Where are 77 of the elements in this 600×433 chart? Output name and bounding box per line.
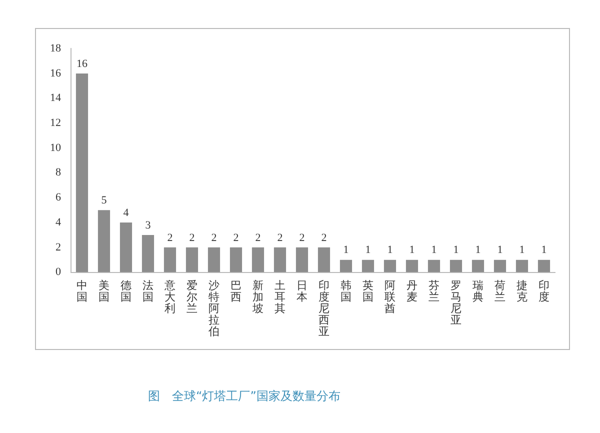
bar — [428, 260, 440, 272]
data-label: 1 — [541, 244, 547, 256]
x-tick-label: 巴西 — [230, 280, 242, 304]
x-tick-label: 德国 — [120, 280, 132, 304]
x-tick-label: 阿联酋 — [384, 280, 396, 316]
data-label: 1 — [365, 244, 371, 256]
x-tick-label: 韩国 — [340, 278, 352, 304]
bar — [362, 260, 374, 272]
data-label: 16 — [76, 58, 88, 70]
bar — [120, 222, 132, 272]
data-label: 1 — [475, 244, 481, 256]
x-tick-label: 沙特阿拉伯 — [208, 278, 220, 338]
bar — [252, 247, 264, 272]
text: 图 全球“灯塔工厂”国家及数量分布 — [148, 388, 340, 405]
bar — [296, 247, 308, 272]
data-label: 1 — [409, 244, 415, 256]
bar — [538, 260, 550, 272]
data-label: 1 — [453, 244, 459, 256]
y-tick-label: 2 — [56, 241, 61, 254]
y-tick-label: 18 — [50, 42, 62, 54]
data-label: 4 — [123, 206, 130, 219]
data-label: 5 — [101, 194, 108, 207]
x-tick-label: 印度尼西亚 — [318, 278, 330, 338]
y-tick-label: 8 — [56, 166, 62, 179]
bar — [208, 247, 220, 272]
bar — [142, 234, 154, 272]
y-tick-label: 10 — [50, 142, 62, 154]
data-label: 3 — [145, 219, 152, 232]
data-label: 1 — [343, 244, 349, 256]
data-label: 1 — [497, 244, 503, 256]
x-tick-label: 瑞典 — [472, 278, 484, 304]
bar — [230, 247, 242, 272]
data-label: 2 — [299, 232, 305, 244]
y-tick-label: 16 — [50, 67, 62, 80]
x-tick-label: 捷克 — [516, 278, 528, 304]
x-tick-label: 荷兰 — [494, 278, 506, 304]
bar — [340, 260, 352, 272]
bar — [384, 260, 396, 272]
bar — [186, 247, 198, 272]
x-tick-label: 罗马尼亚 — [450, 280, 462, 327]
bar — [76, 73, 88, 272]
data-label: 2 — [255, 232, 261, 244]
x-tick-label: 英国 — [362, 278, 374, 304]
x-tick-label: 印度 — [538, 278, 550, 304]
bar — [494, 260, 506, 272]
data-label: 2 — [233, 232, 239, 244]
bar — [450, 260, 462, 272]
x-tick-label: 意大利 — [164, 278, 176, 316]
bar — [164, 247, 176, 272]
x-tick-label: 法国 — [142, 278, 154, 304]
y-tick-label: 6 — [56, 192, 62, 204]
data-label: 2 — [321, 232, 327, 244]
data-label: 2 — [189, 232, 195, 244]
x-tick-label: 土耳其 — [274, 278, 286, 316]
x-tick-label: 中国 — [76, 278, 88, 304]
x-tick-label: 新加坡 — [252, 278, 264, 316]
data-label: 1 — [431, 244, 437, 256]
data-label: 1 — [519, 244, 525, 256]
y-tick-label: 14 — [50, 92, 62, 104]
x-tick-label: 丹麦 — [406, 280, 418, 304]
y-tick-label: 4 — [56, 216, 62, 228]
x-tick-label: 爱尔兰 — [186, 278, 198, 316]
data-label: 2 — [167, 232, 173, 244]
x-tick-label: 美国 — [98, 278, 110, 304]
bar — [406, 260, 418, 272]
bar — [274, 247, 286, 272]
x-tick-label: 芬兰 — [428, 278, 440, 304]
bar — [516, 260, 528, 272]
bar — [318, 247, 330, 272]
data-label: 2 — [277, 232, 283, 244]
data-label: 2 — [211, 232, 217, 244]
bar — [98, 210, 110, 272]
y-tick-label: 0 — [56, 266, 62, 278]
x-tick-label: 日本 — [296, 280, 308, 304]
y-tick-label: 12 — [50, 117, 61, 130]
bar — [472, 260, 484, 272]
data-label: 1 — [387, 244, 393, 256]
